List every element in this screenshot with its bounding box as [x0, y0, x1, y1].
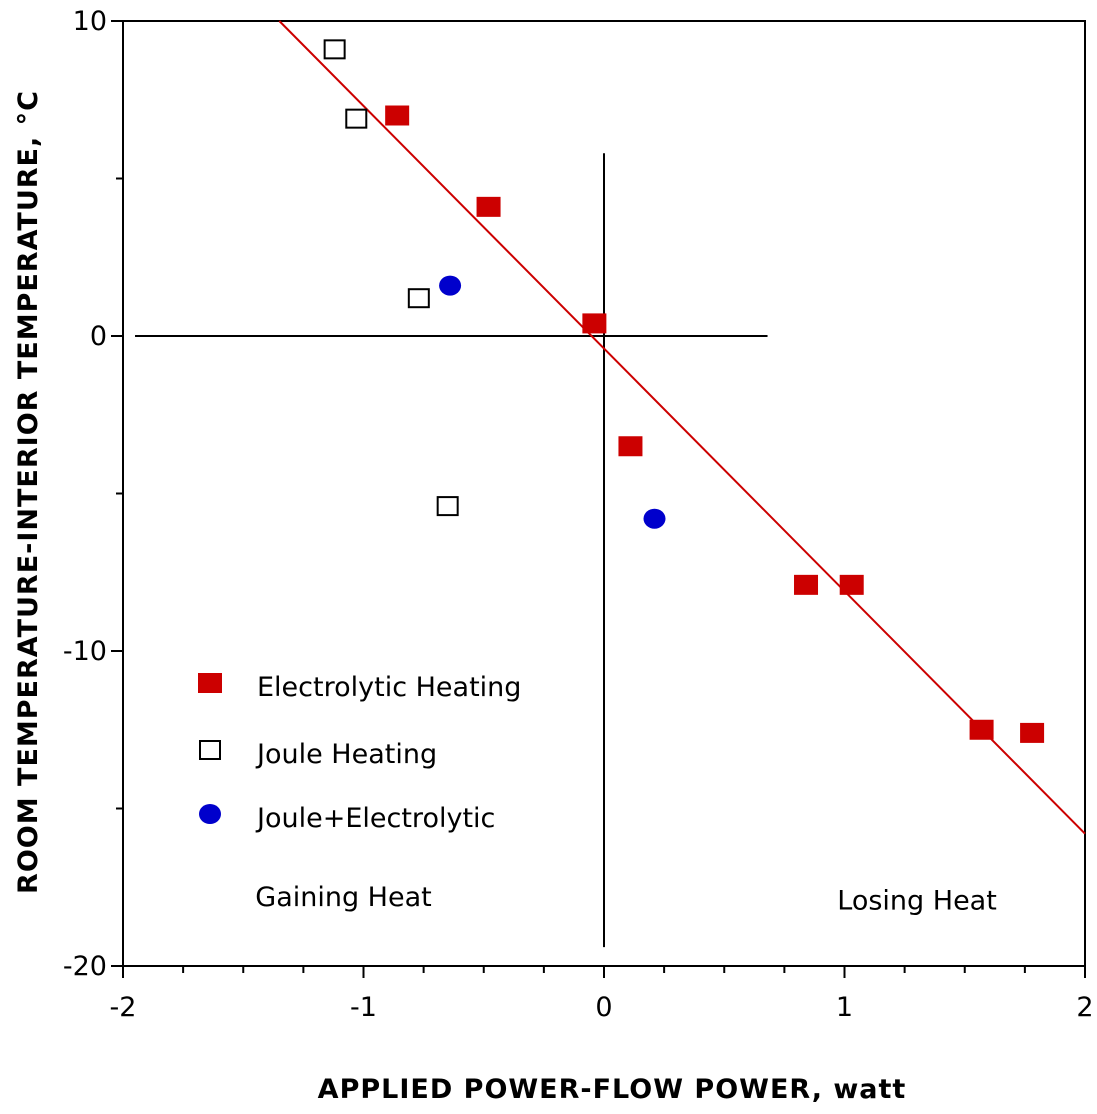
y-tick-label: -20	[63, 951, 107, 982]
x-tick-label: 2	[1076, 992, 1093, 1023]
fit-line-group	[278, 20, 1086, 835]
electrolytic-heating-point	[582, 313, 607, 334]
regression-line	[278, 20, 1086, 835]
legend-marker-joule-electrolytic	[199, 804, 221, 824]
x-tick-label: 0	[595, 992, 612, 1023]
reference-lines	[135, 153, 768, 948]
data-points	[323, 39, 1045, 743]
x-tick-label: -1	[350, 992, 377, 1023]
legend-label-joule-heating: Joule Heating	[255, 739, 437, 770]
joule-heating-point	[407, 288, 430, 309]
joule-electrolytic-point	[439, 275, 462, 296]
legend-label-electrolytic-heating: Electrolytic Heating	[257, 672, 521, 703]
electrolytic-heating-point	[794, 574, 819, 595]
x-tick-label: 1	[836, 992, 853, 1023]
annotation-losing-heat: Losing Heat	[837, 885, 997, 916]
electrolytic-heating-point	[969, 719, 994, 740]
joule-heating-point	[323, 39, 346, 60]
joule-electrolytic-point	[643, 508, 666, 529]
y-tick-label: -10	[63, 636, 107, 667]
y-tick-label: 10	[73, 6, 107, 37]
legend-label-joule-electrolytic: Joule+Electrolytic	[255, 803, 495, 834]
annotation-gaining-heat: Gaining Heat	[255, 882, 431, 913]
legend: Electrolytic Heating Joule Heating Joule+E…	[198, 672, 521, 834]
joule-heating-point	[436, 496, 459, 517]
y-tick-label: 0	[90, 321, 107, 352]
joule-heating-point	[345, 108, 368, 129]
electrolytic-heating-point	[476, 196, 501, 217]
electrolytic-heating-point	[618, 436, 643, 457]
x-axis-title: APPLIED POWER-FLOW POWER, watt	[318, 1074, 907, 1105]
annotations: Gaining Heat Losing Heat	[255, 882, 997, 916]
y-axis-title: ROOM TEMPERATURE-INTERIOR TEMPERATURE, °…	[13, 90, 44, 894]
electrolytic-heating-point	[839, 574, 864, 595]
x-tick-label: -2	[110, 992, 137, 1023]
electrolytic-heating-point	[385, 105, 410, 126]
legend-marker-joule-heating	[199, 740, 221, 760]
legend-marker-electrolytic-heating	[198, 673, 222, 693]
electrolytic-heating-point	[1020, 722, 1045, 743]
